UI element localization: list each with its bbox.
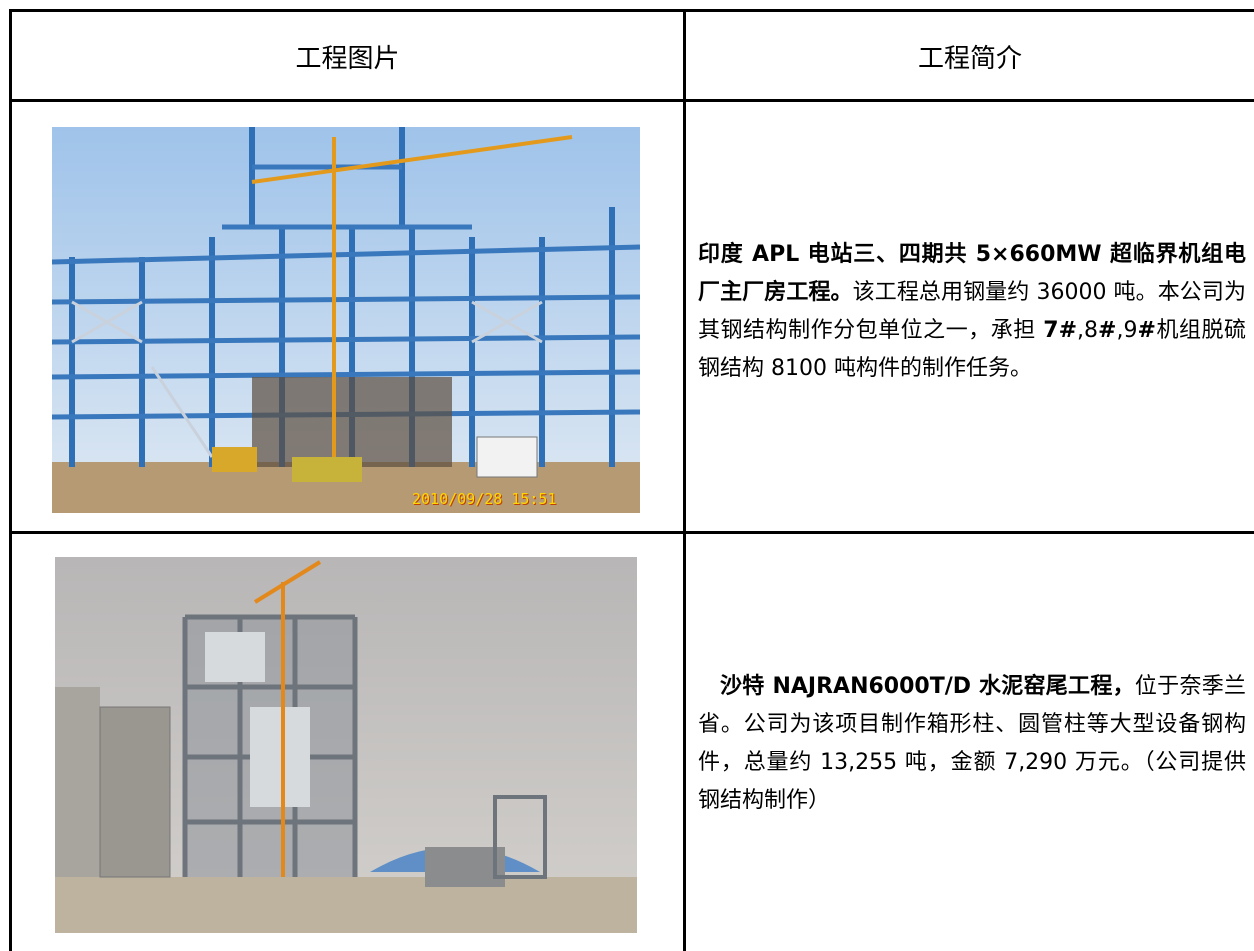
photo-timestamp: 2010/09/28 15:51: [412, 490, 557, 508]
project-description: 印度 APL 电站三、四期共 5×660MW 超临界机组电厂主厂房工程。该工程总…: [698, 236, 1246, 388]
description-text: #: [1137, 318, 1156, 343]
description-text: 位于奈季兰省。公司为该项目制作箱形柱、圆管柱等大型设备钢构件，总量约 13,25…: [698, 674, 1246, 813]
table-border: [9, 9, 1254, 12]
description-text: ,9: [1116, 318, 1138, 343]
project-photo: [55, 557, 637, 933]
table-border: [9, 531, 1254, 534]
description-text: 机组脱硫钢结构 8100 吨构件的制作任务。: [698, 318, 1246, 381]
header-cell: 工程图片: [295, 43, 400, 74]
description-text: 7#: [1043, 318, 1078, 343]
description-text: #: [1098, 318, 1117, 343]
description-text: 印度 APL 电站三、四期共 5×660MW 超临界机组电厂主厂房工程。: [698, 242, 1246, 305]
table-border: [9, 99, 1254, 102]
description-text: 沙特 NAJRAN6000T/D 水泥窑尾工程，: [720, 674, 1135, 699]
project-photo: [52, 127, 640, 513]
description-text: ,8: [1077, 318, 1099, 343]
description-text: 该工程总用钢量约 36000 吨。本公司为其钢结构制作分包单位之一，承担: [698, 280, 1246, 343]
table-border: [683, 9, 686, 951]
header-cell: 工程简介: [917, 43, 1022, 74]
project-description: 沙特 NAJRAN6000T/D 水泥窑尾工程，位于奈季兰省。公司为该项目制作箱…: [698, 668, 1246, 820]
table-border: [9, 9, 12, 951]
